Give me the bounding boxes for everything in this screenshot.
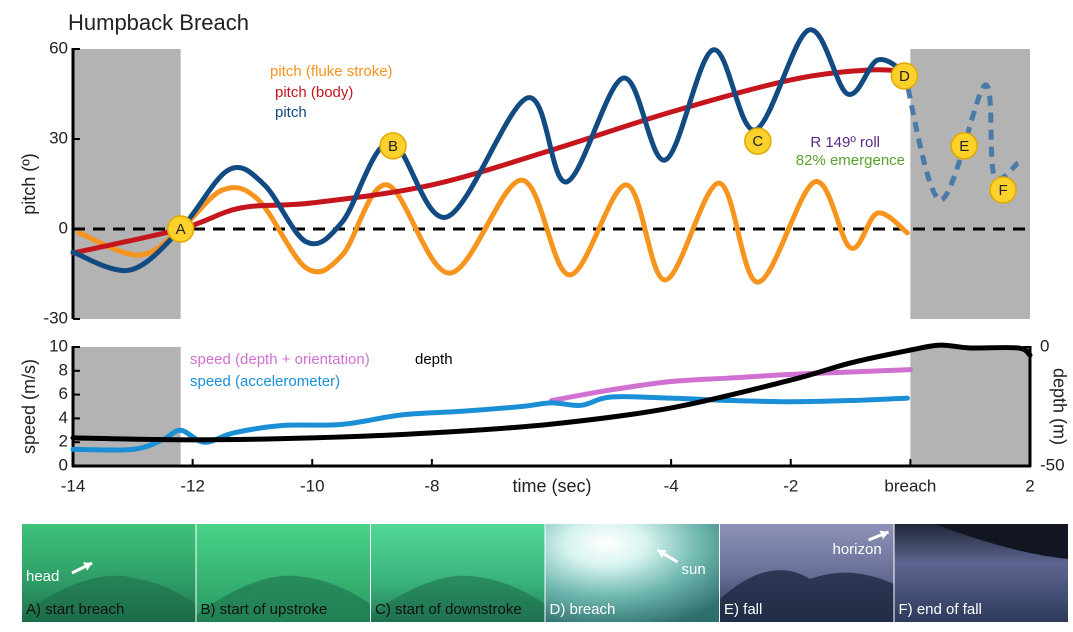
series-line: [70, 394, 910, 453]
y-axis-label: pitch (º): [19, 153, 39, 215]
event-marker-label: A: [176, 221, 186, 238]
x-tick-label: -8: [424, 476, 439, 495]
photo-panel: E) fall: [720, 524, 894, 622]
photo-caption: B) start of upstroke: [201, 601, 328, 618]
y-tick-label: 30: [49, 128, 68, 147]
x-tick-label: -14: [61, 476, 86, 495]
photo-caption: F) end of fall: [899, 601, 982, 618]
whale-body: [371, 575, 545, 622]
photo-label: sun: [682, 561, 706, 578]
x-axis-label: time (sec): [512, 476, 591, 496]
photo-caption: E) fall: [724, 601, 762, 618]
splash: [720, 570, 894, 622]
legend-label: pitch (fluke stroke): [270, 63, 393, 80]
shaded-region: [73, 347, 181, 466]
wave-curl: [934, 524, 1068, 559]
x-tick-label: 2: [1025, 476, 1034, 495]
x-tick-label: breach: [884, 476, 936, 495]
y-tick-label: 0: [59, 218, 68, 237]
event-marker-label: B: [388, 138, 398, 155]
photo-caption: C) start of downstroke: [375, 601, 522, 618]
photo-arrow-head: [657, 549, 667, 558]
event-marker-label: C: [752, 133, 763, 150]
photo-arrow-head: [879, 530, 889, 540]
y-tick-label: -30: [43, 308, 68, 327]
photo-label: horizon: [833, 541, 882, 558]
event-marker-label: E: [959, 138, 969, 155]
series-line: [70, 342, 1033, 443]
y-tick-label: 6: [59, 384, 68, 403]
event-marker: [166, 215, 195, 243]
series-line: [549, 367, 913, 404]
event-marker: [989, 176, 1017, 204]
whale-body: [196, 575, 370, 622]
shaded-region: [910, 347, 1030, 466]
y-tick-label: 4: [59, 408, 68, 427]
y-tick-label: 8: [59, 360, 68, 379]
legend-label: speed (depth + orientation): [190, 351, 370, 368]
whale-body: [22, 575, 196, 622]
photo-panel: D) breach sun: [545, 524, 719, 622]
y2-tick-label: 0: [1040, 336, 1049, 355]
series-line: [76, 177, 910, 285]
chart-title: Humpback Breach: [68, 10, 249, 35]
photo-panel: C) start of downstroke: [371, 524, 545, 622]
legend-label: pitch: [275, 104, 307, 121]
y-tick-label: 0: [59, 455, 68, 474]
y-axis-label: speed (m/s): [19, 359, 39, 454]
photo: [545, 524, 719, 622]
y2-axis-label: depth (m): [1049, 368, 1069, 445]
photo-panel: B) start of upstroke: [196, 524, 370, 622]
legend-label: pitch (body): [275, 84, 353, 101]
event-marker-label: D: [899, 68, 910, 85]
annotation: 82% emergence: [796, 152, 905, 169]
event-marker: [950, 132, 978, 160]
photo-label: head: [26, 568, 59, 585]
photo-panel: A) start breach head: [22, 524, 196, 622]
y2-tick-label: -50: [1040, 455, 1065, 474]
photo-caption: D) breach: [550, 601, 616, 618]
x-tick-label: -4: [664, 476, 679, 495]
annotation: R 149º roll: [810, 134, 880, 151]
series-line: [70, 67, 913, 256]
y-tick-label: 2: [59, 432, 68, 451]
x-tick-label: -10: [300, 476, 325, 495]
legend-label: speed (accelerometer): [190, 373, 340, 390]
y-tick-label: 60: [49, 38, 68, 57]
x-tick-label: -2: [783, 476, 798, 495]
shaded-region: [73, 49, 181, 319]
y-tick-label: 10: [49, 336, 68, 355]
event-marker: [379, 132, 407, 160]
series-line: [901, 71, 1020, 203]
event-marker: [890, 62, 919, 90]
legend-label: depth: [415, 351, 453, 368]
series-line: [70, 27, 907, 274]
event-marker: [744, 127, 772, 155]
photo-caption: A) start breach: [26, 601, 124, 618]
event-marker-label: F: [998, 182, 1007, 199]
photo-panel: F) end of fall horizon: [833, 524, 1068, 622]
x-tick-label: -12: [180, 476, 205, 495]
photo-arrow-head: [83, 562, 92, 571]
